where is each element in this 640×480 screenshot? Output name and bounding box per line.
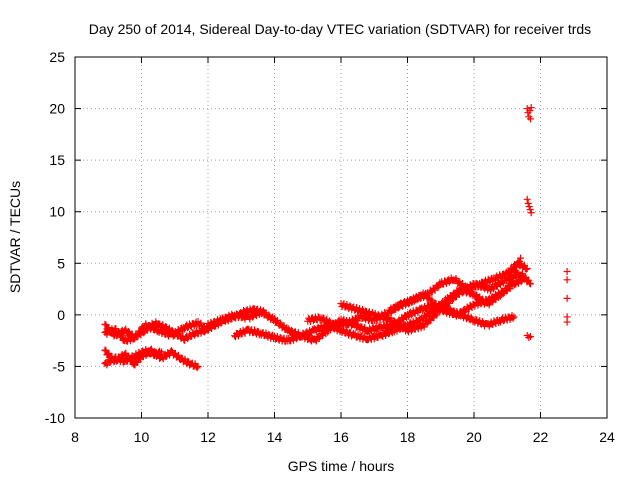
data-point-track-c: [101, 320, 109, 328]
data-point-track-h: [527, 280, 535, 288]
data-point-track-i: [414, 295, 422, 303]
y-tick-label: 20: [49, 101, 65, 117]
data-point-track-h: [407, 327, 415, 335]
x-tick-label: 12: [200, 429, 216, 445]
data-point-track-i: [516, 257, 524, 265]
x-tick-label: 14: [267, 429, 283, 445]
data-point-track-e: [361, 323, 369, 331]
data-marks: [101, 104, 571, 372]
data-point-outliers-22.8: [563, 294, 571, 302]
data-point-track-a: [194, 362, 202, 370]
data-point-cluster-20: [527, 115, 535, 123]
y-axis-label: SDTVAR / TECUs: [7, 181, 23, 293]
data-point-track-h: [356, 304, 364, 312]
data-point-track-d: [204, 326, 212, 334]
data-point-track-d: [134, 331, 142, 339]
data-point-track-d: [118, 332, 126, 340]
data-point-outliers-22.8: [563, 276, 571, 284]
x-tick-label: 18: [400, 429, 416, 445]
x-tick-label: 24: [599, 429, 615, 445]
data-point-track-i: [389, 307, 397, 315]
data-point-track-i: [425, 293, 433, 301]
y-tick-label: 15: [49, 152, 65, 168]
data-point-cluster-11: [524, 199, 532, 207]
data-point-track-a: [101, 346, 109, 354]
data-point-cluster-11: [526, 206, 534, 214]
data-point-track-g: [523, 264, 531, 272]
y-tick-label: 25: [49, 49, 65, 65]
y-tick-label: 0: [57, 307, 65, 323]
x-tick-label: 8: [71, 429, 79, 445]
data-point-track-e: [509, 314, 517, 322]
grid: [75, 57, 607, 418]
axis-ticks: [74, 56, 608, 419]
data-point-track-i: [506, 279, 514, 287]
data-point-cluster-11: [527, 209, 535, 217]
data-point-track-h: [423, 320, 431, 328]
data-point-track-d: [137, 328, 145, 336]
y-tick-label: 5: [57, 255, 65, 271]
y-tick-label: -10: [45, 410, 65, 426]
data-point-track-a: [105, 349, 113, 357]
tick-labels: 8 10 12 14 16 18 20 22 24 -10 -5 0 5 10 15 20 25: [45, 49, 615, 445]
x-tick-label: 16: [333, 429, 349, 445]
data-point-cluster-20: [527, 104, 535, 112]
data-point-cluster-neg2: [527, 333, 535, 341]
data-point-cluster-20: [526, 107, 534, 115]
data-point-track-i: [517, 254, 525, 262]
data-point-cluster-11: [525, 203, 533, 211]
data-point-track-i: [512, 267, 520, 275]
data-point-outliers-22.8: [563, 318, 571, 326]
data-point-track-h: [448, 296, 456, 304]
data-point-track-h: [521, 273, 529, 281]
x-tick-label: 20: [466, 429, 482, 445]
data-point-track-h: [525, 276, 533, 284]
data-point-cluster-neg2: [525, 334, 533, 342]
data-point-track-h: [394, 319, 402, 327]
data-point-track-h: [420, 323, 428, 331]
y-tick-label: -5: [53, 358, 66, 374]
data-point-track-a: [174, 351, 182, 359]
data-point-cluster-11: [523, 195, 531, 203]
data-point-track-h: [381, 312, 389, 320]
data-point-track-g: [522, 265, 530, 273]
data-point-track-i: [438, 304, 446, 312]
data-point-track-a: [167, 347, 175, 355]
data-point-outliers-22.8: [563, 268, 571, 276]
chart-title: Day 250 of 2014, Sidereal Day-to-day VTE…: [89, 21, 591, 37]
data-point-track-b: [137, 351, 145, 359]
x-tick-label: 10: [134, 429, 150, 445]
data-point-track-h: [430, 314, 438, 322]
data-point-track-i: [509, 273, 517, 281]
data-point-track-b: [157, 348, 165, 356]
x-axis-label: GPS time / hours: [288, 458, 395, 474]
x-tick-label: 22: [533, 429, 549, 445]
data-point-track-i: [404, 300, 412, 308]
data-point-track-e: [510, 313, 518, 321]
data-point-track-i: [508, 274, 516, 282]
data-point-track-a: [193, 364, 201, 372]
y-tick-label: 10: [49, 204, 65, 220]
